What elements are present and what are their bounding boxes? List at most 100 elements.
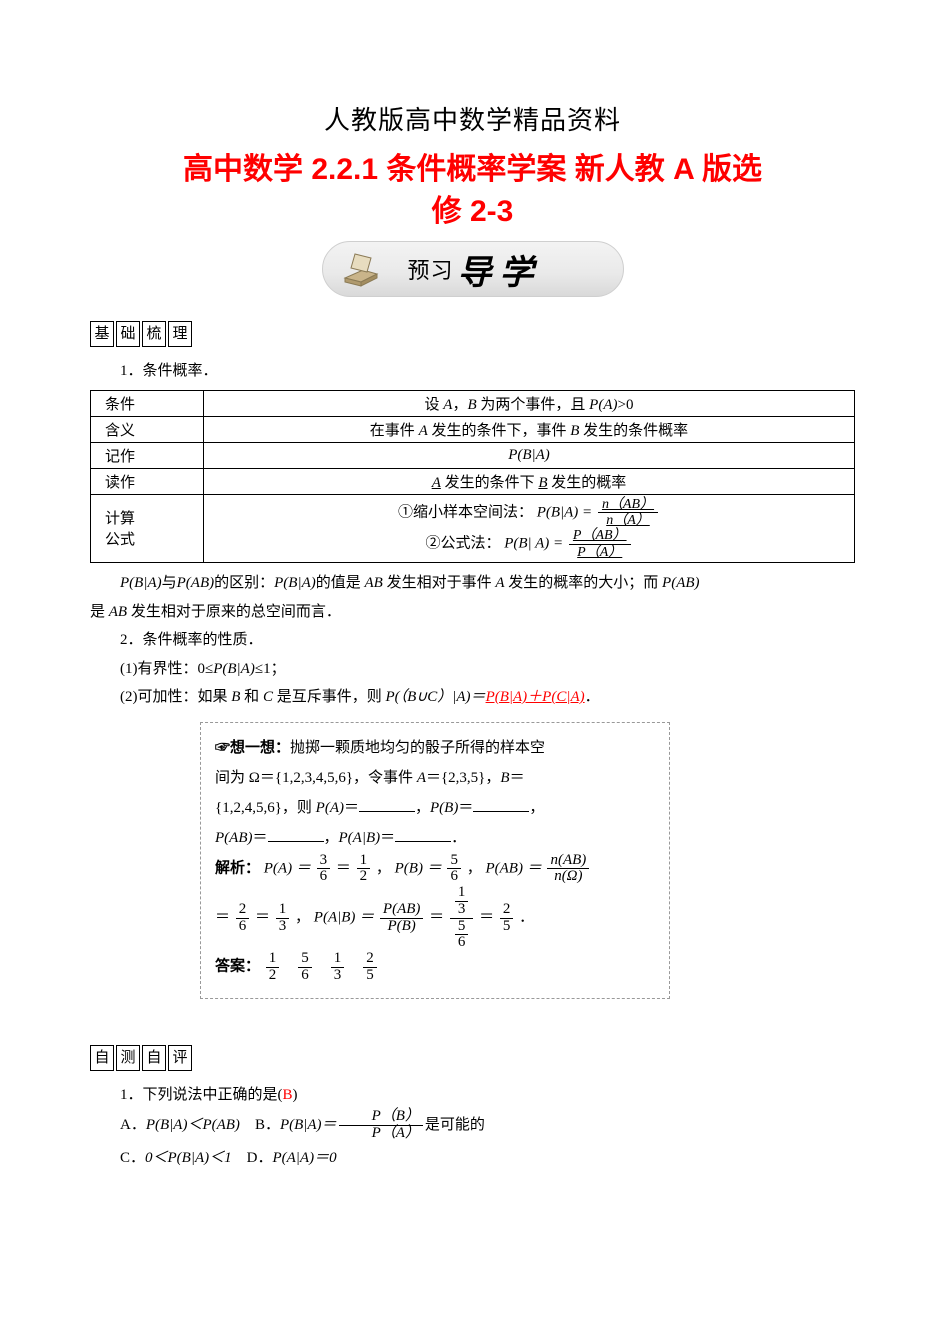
blank [473, 797, 529, 812]
expr: P(A|B) ＝ [314, 910, 374, 926]
solution-label: 解析： [215, 860, 260, 876]
text: ＝ [380, 830, 395, 846]
banner-prefix: 预习 [407, 253, 453, 285]
fraction: P(AB)P(B) [380, 902, 423, 935]
banner-big-1: 导 [458, 245, 492, 294]
denominator: P(B) [380, 918, 423, 935]
text: ， [415, 800, 430, 816]
n: 1 [331, 951, 345, 967]
main-title: 高中数学 2.2.1 条件概率学案 新人教 A 版选 修 2-3 [90, 149, 855, 233]
text: 为两个事件，且 [477, 397, 590, 413]
paragraph-2: 2．条件概率的性质． [90, 626, 855, 655]
row-label: 读作 [91, 468, 204, 494]
text: {1,2,4,5,6}，则 [215, 800, 316, 816]
denominator: P（A） [339, 1125, 423, 1142]
numerator: 13 [450, 885, 474, 918]
answer-label: 答案： [215, 959, 260, 975]
var-A: A [419, 423, 428, 439]
text: (2)可加性：如果 [120, 689, 231, 705]
fraction: 56 [455, 919, 469, 952]
text: ＝ [429, 910, 444, 926]
definition-table: 条件 设 A，B 为两个事件，且 P(A)>0 含义 在事件 A 发生的条件下，… [90, 390, 855, 564]
n: 2 [363, 951, 377, 967]
numerator: 5 [447, 853, 461, 869]
expr: P(AB) [177, 575, 214, 591]
var-AB: AB [365, 575, 383, 591]
expr: P(B|A) = [537, 504, 592, 520]
fraction: n（AB） n（A） [598, 497, 658, 529]
expr: P(AB) ＝ [485, 860, 541, 876]
text: ＝ [344, 800, 359, 816]
table-row: 记作 P(B|A) [91, 442, 855, 468]
row-label: 含义 [91, 416, 204, 442]
row-label: 记作 [91, 442, 204, 468]
text: ． [519, 910, 534, 926]
numerator: P（B） [339, 1109, 423, 1125]
expr: P(A|B) [339, 830, 381, 846]
banner-big-2: 学 [500, 245, 534, 294]
text: 发生的条件概率 [579, 423, 688, 439]
text: 发生的概率 [548, 475, 627, 491]
preview-banner: 预习 导 学 [90, 241, 855, 297]
option-label-D: D． [247, 1150, 273, 1166]
n: 1 [455, 885, 469, 901]
row-value: P(B|A) [204, 442, 855, 468]
note-paragraph-2: 是 AB 发生相对于原来的总空间而言． [90, 598, 855, 627]
section-1-heading: 基 础 梳 理 [90, 321, 192, 347]
text: 的区别： [214, 575, 274, 591]
n: 1 [266, 951, 280, 967]
think-label: 想一想： [230, 740, 290, 756]
question-1-stem: 1．下列说法中正确的是(B) [90, 1081, 855, 1110]
fraction: n(AB)n(Ω) [547, 853, 589, 886]
text: ＝ [479, 910, 494, 926]
row-value: 在事件 A 发生的条件下，事件 B 发生的条件概率 [204, 416, 855, 442]
expr: P(B|A) [274, 575, 316, 591]
row-value: 设 A，B 为两个事件，且 P(A)>0 [204, 390, 855, 416]
paragraph-1: 1．条件概率． [90, 357, 855, 386]
text: 发生的概率的大小；而 [505, 575, 663, 591]
text: ． [451, 830, 466, 846]
text: ＝{2,3,5}， [426, 770, 500, 786]
title-line-1: 高中数学 2.2.1 条件概率学案 新人教 A 版选 [183, 153, 762, 186]
denominator: 2 [357, 868, 371, 885]
text: ＝ [215, 910, 230, 926]
solution-line: 解析： P(A) ＝ 36 ＝ 12 ， P(B) ＝ 56 ， P(AB) ＝… [215, 853, 655, 886]
option-A: P(B|A)＜P(AB) [146, 1117, 240, 1133]
option-label-A: A． [120, 1117, 146, 1133]
text: 是互斥事件，则 [273, 689, 386, 705]
text: 发生相对于事件 [383, 575, 496, 591]
fraction: P（B）P（A） [339, 1109, 423, 1142]
think-box: ☞想一想：抛掷一颗质地均匀的骰子所得的样本空 间为 Ω＝{1,2,3,4,5,6… [200, 722, 670, 999]
note-paragraph: P(B|A)与P(AB)的区别：P(B|A)的值是 AB 发生相对于事件 A 发… [90, 569, 855, 598]
boxed-char: 测 [116, 1045, 140, 1071]
table-row: 计算 公式 ①缩小样本空间法： P(B|A) = n（AB） n（A） ②公式法… [91, 494, 855, 563]
text: 设 [425, 397, 444, 413]
row-value: ①缩小样本空间法： P(B|A) = n（AB） n（A） ②公式法： P(B|… [204, 494, 855, 563]
expr: P(B|A) [213, 661, 255, 677]
expr: P(B) [430, 800, 458, 816]
think-line: ☞想一想：抛掷一颗质地均匀的骰子所得的样本空 [215, 733, 655, 763]
d: 2 [266, 967, 280, 984]
think-line: {1,2,4,5,6}，则 P(A)＝，P(B)＝， [215, 793, 655, 823]
fraction: 26 [236, 902, 250, 935]
d: 6 [455, 934, 469, 951]
numerator: 1 [276, 902, 290, 918]
fraction: 13 [331, 951, 345, 984]
text: ， [376, 860, 391, 876]
text: 发生相对于原来的总空间而言． [127, 604, 341, 620]
text: ≤1； [255, 661, 286, 677]
text: ) [293, 1087, 298, 1103]
d: 3 [455, 901, 469, 918]
boxed-char: 梳 [142, 321, 166, 347]
boxed-char: 础 [116, 321, 140, 347]
expr: P(AB) [662, 575, 699, 591]
expr: P(B|A) [120, 575, 162, 591]
boxed-char: 自 [90, 1045, 114, 1071]
text: ＝ [510, 770, 525, 786]
document-page: 人教版高中数学精品资料 高中数学 2.2.1 条件概率学案 新人教 A 版选 修… [0, 0, 945, 1235]
option-B-tail: 是可能的 [425, 1117, 485, 1133]
fraction: 13 [455, 885, 469, 918]
banner-pill: 预习 导 学 [322, 241, 624, 297]
var-C: C [263, 689, 273, 705]
text: ， [529, 800, 544, 816]
